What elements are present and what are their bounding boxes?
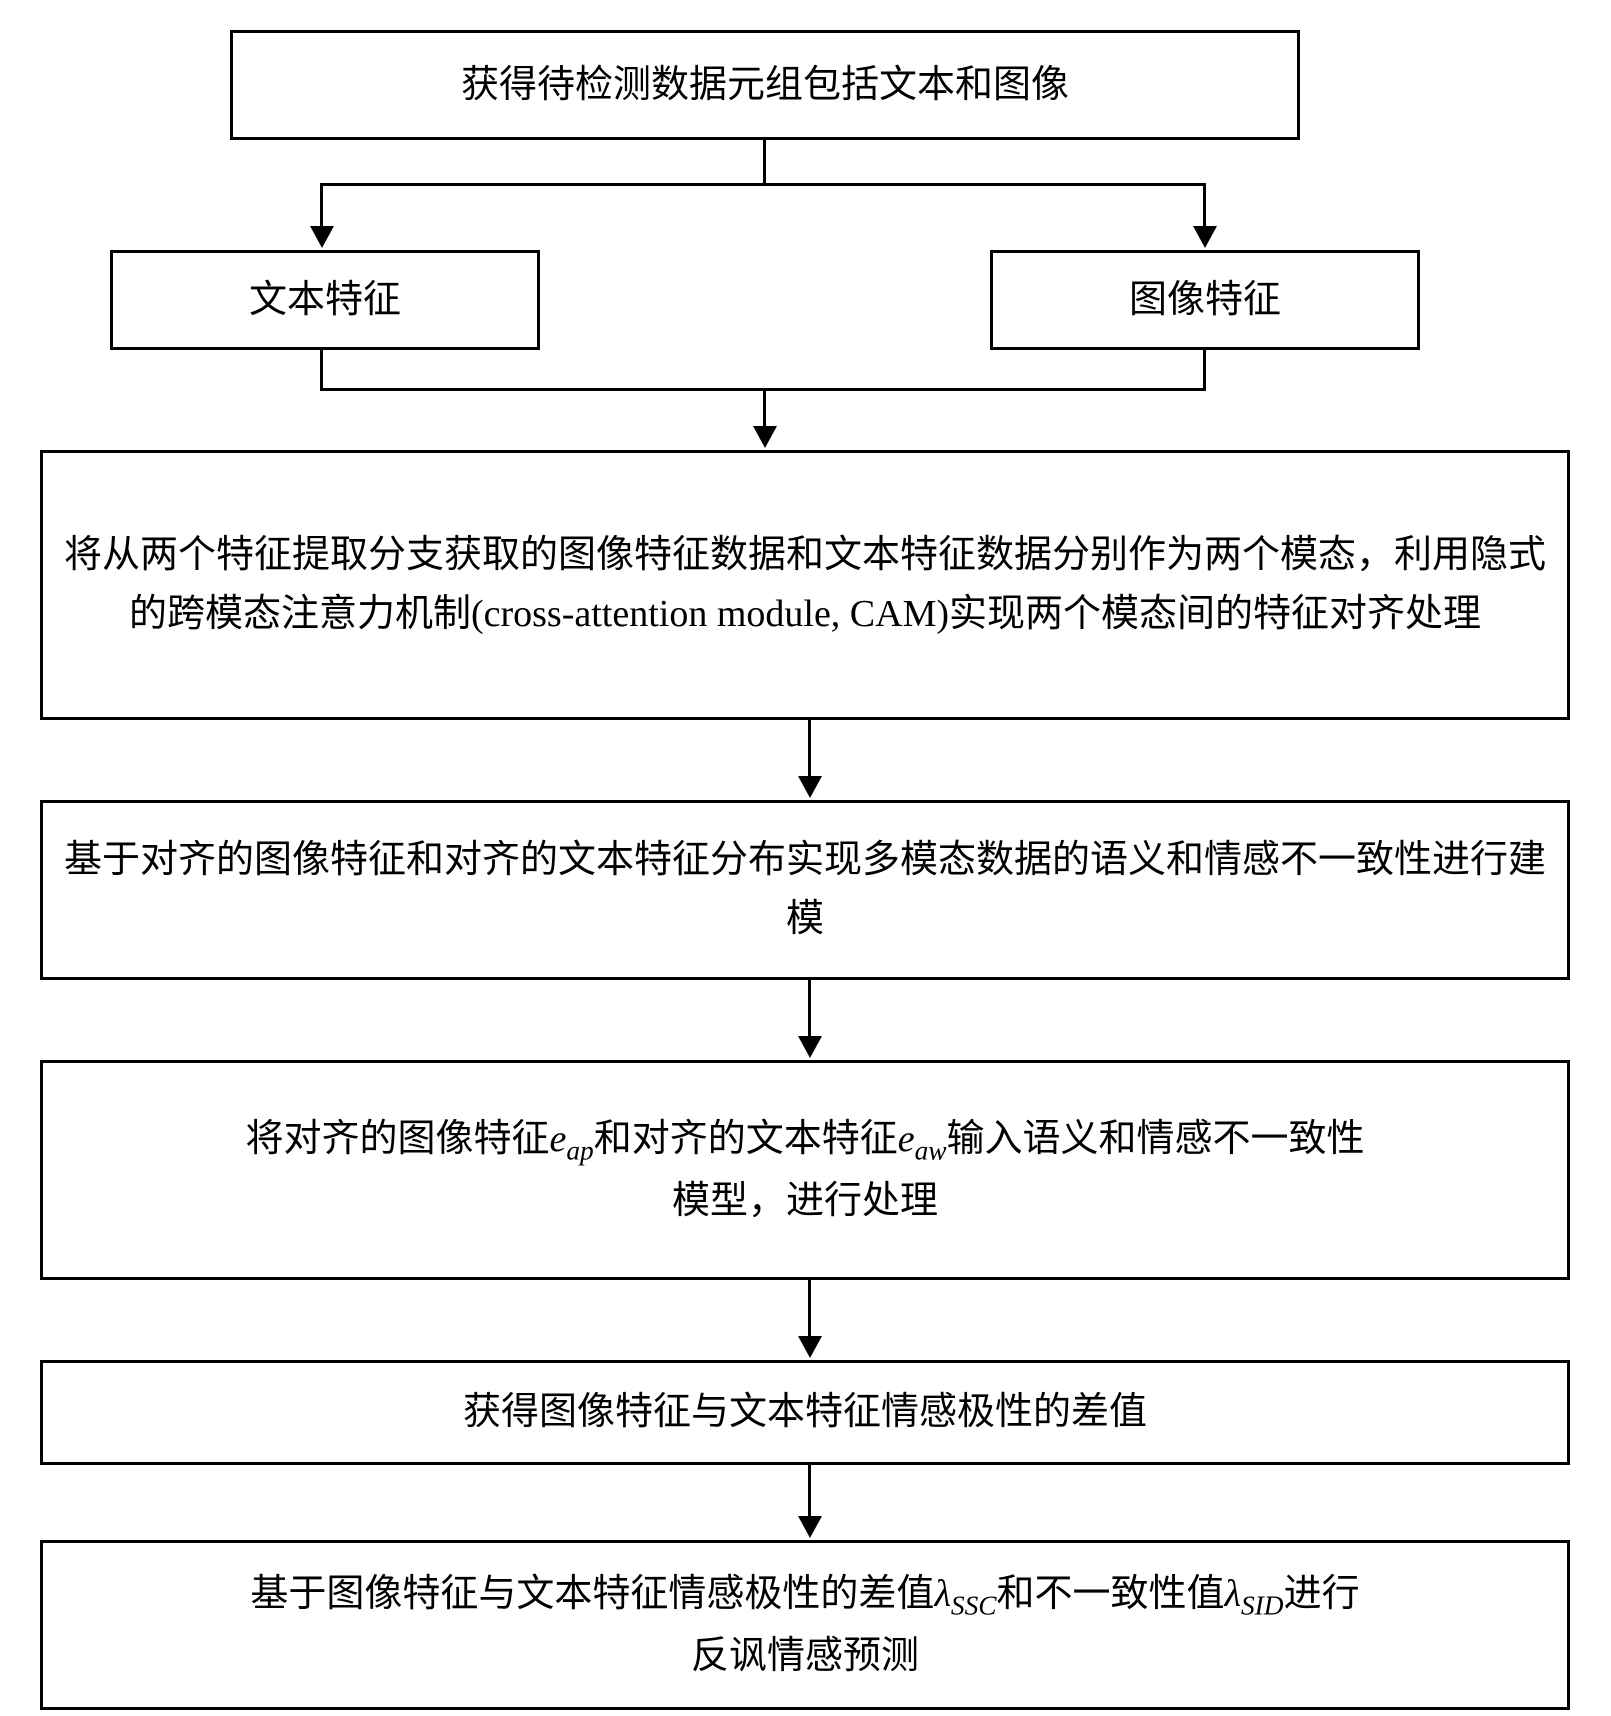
flow-node-n2: 文本特征 (110, 250, 540, 350)
edge-10 (808, 1280, 811, 1338)
arrowhead-icon (798, 1036, 822, 1058)
flowchart-canvas: 获得待检测数据元组包括文本和图像文本特征 图像特征将从两个特征提取分支获取的图像特… (0, 0, 1611, 1716)
flow-node-n7: 获得图像特征与文本特征情感极性的差值 (40, 1360, 1570, 1465)
edge-0 (763, 140, 766, 185)
flow-node-n4: 将从两个特征提取分支获取的图像特征数据和文本特征数据分别作为两个模态，利用隐式的… (40, 450, 1570, 720)
edge-9 (808, 980, 811, 1038)
edge-5 (1203, 350, 1206, 390)
arrowhead-icon (310, 226, 334, 248)
edge-7 (763, 388, 766, 428)
flow-node-text: 基于图像特征与文本特征情感极性的差值λSSC和不一致性值λSID进行反讽情感预测 (250, 1565, 1359, 1686)
edge-4 (320, 350, 323, 390)
arrowhead-icon (753, 426, 777, 448)
flow-node-text: 获得待检测数据元组包括文本和图像 (461, 56, 1069, 115)
flow-node-text: 基于对齐的图像特征和对齐的文本特征分布实现多模态数据的语义和情感不一致性进行建模 (63, 831, 1547, 949)
edge-8 (808, 720, 811, 778)
flow-node-text: 将从两个特征提取分支获取的图像特征数据和文本特征数据分别作为两个模态，利用隐式的… (63, 526, 1547, 644)
flow-node-n3: 图像特征 (990, 250, 1420, 350)
arrowhead-icon (798, 776, 822, 798)
flow-node-text: 图像特征 (1129, 271, 1281, 330)
edge-2 (320, 183, 323, 228)
flow-node-text: 将对齐的图像特征eap和对齐的文本特征eaw输入语义和情感不一致性模型，进行处理 (245, 1110, 1364, 1231)
edge-11 (808, 1465, 811, 1518)
flow-node-text: 文本特征 (249, 271, 401, 330)
arrowhead-icon (798, 1516, 822, 1538)
arrowhead-icon (798, 1336, 822, 1358)
flow-node-n5: 基于对齐的图像特征和对齐的文本特征分布实现多模态数据的语义和情感不一致性进行建模 (40, 800, 1570, 980)
edge-1 (320, 183, 1206, 186)
flow-node-n6: 将对齐的图像特征eap和对齐的文本特征eaw输入语义和情感不一致性模型，进行处理 (40, 1060, 1570, 1280)
edge-3 (1203, 183, 1206, 228)
arrowhead-icon (1193, 226, 1217, 248)
flow-node-text: 获得图像特征与文本特征情感极性的差值 (463, 1383, 1147, 1442)
flow-node-n1: 获得待检测数据元组包括文本和图像 (230, 30, 1300, 140)
flow-node-n8: 基于图像特征与文本特征情感极性的差值λSSC和不一致性值λSID进行反讽情感预测 (40, 1540, 1570, 1710)
